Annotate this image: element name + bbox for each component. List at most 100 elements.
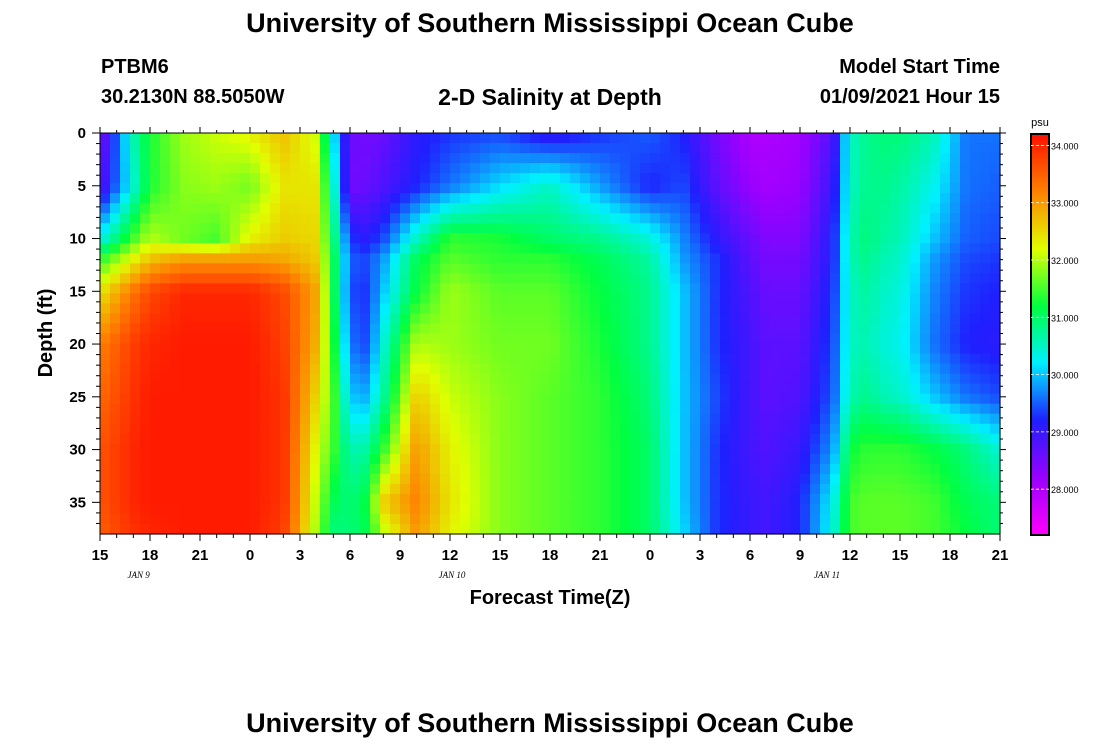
heatmap-cell xyxy=(800,383,811,395)
heatmap-cell xyxy=(180,303,191,315)
heatmap-cell xyxy=(250,493,261,505)
heatmap-cell xyxy=(300,233,311,244)
heatmap-cell xyxy=(580,433,591,445)
heatmap-cell xyxy=(560,493,571,505)
heatmap-cell xyxy=(870,483,881,495)
heatmap-cell xyxy=(630,463,641,475)
heatmap-cell xyxy=(200,353,211,365)
heatmap-cell xyxy=(860,373,871,385)
heatmap-cell xyxy=(100,253,111,264)
heatmap-cell xyxy=(980,393,991,405)
heatmap-cell xyxy=(750,463,761,475)
heatmap-cell xyxy=(370,233,381,244)
heatmap-cell xyxy=(140,213,151,224)
heatmap-cell xyxy=(260,243,271,254)
heatmap-cell xyxy=(260,383,271,395)
heatmap-cell xyxy=(340,423,351,435)
heatmap-cell xyxy=(210,183,221,194)
heatmap-cell xyxy=(990,333,1001,345)
heatmap-cell xyxy=(200,323,211,335)
heatmap-cell xyxy=(460,203,471,214)
heatmap-cell xyxy=(240,233,251,244)
heatmap-cell xyxy=(530,503,541,515)
heatmap-cell xyxy=(620,133,631,144)
heatmap-cell xyxy=(580,463,591,475)
heatmap-cell xyxy=(480,323,491,335)
heatmap-cell xyxy=(820,183,831,194)
heatmap-cell xyxy=(980,423,991,435)
heatmap-cell xyxy=(360,423,371,435)
heatmap-cell xyxy=(470,383,481,395)
heatmap-cell xyxy=(970,133,981,144)
heatmap-cell xyxy=(960,403,971,415)
heatmap-cell xyxy=(370,443,381,455)
heatmap-cell xyxy=(360,403,371,415)
heatmap-cell xyxy=(970,183,981,194)
heatmap-cell xyxy=(250,393,261,405)
heatmap-cell xyxy=(890,423,901,435)
heatmap-cell xyxy=(170,183,181,194)
heatmap-cell xyxy=(230,273,241,284)
heatmap-cell xyxy=(750,193,761,204)
heatmap-cell xyxy=(770,143,781,154)
heatmap-cell xyxy=(620,393,631,405)
heatmap-cell xyxy=(490,483,501,495)
heatmap-cell xyxy=(950,373,961,385)
heatmap-cell xyxy=(460,273,471,284)
heatmap-cell xyxy=(960,283,971,295)
heatmap-cell xyxy=(710,293,721,305)
heatmap-cell xyxy=(550,243,561,254)
heatmap-cell xyxy=(590,233,601,244)
heatmap-cell xyxy=(290,463,301,475)
heatmap-cell xyxy=(340,383,351,395)
heatmap-cell xyxy=(690,393,701,405)
heatmap-cell xyxy=(740,403,751,415)
heatmap-cell xyxy=(900,233,911,244)
heatmap-cell xyxy=(800,443,811,455)
heatmap-cell xyxy=(960,163,971,174)
heatmap-cell xyxy=(360,193,371,204)
heatmap-cell xyxy=(960,233,971,244)
heatmap-cell xyxy=(660,523,671,535)
heatmap-cell xyxy=(320,193,331,204)
heatmap-cell xyxy=(330,293,341,305)
heatmap-cell xyxy=(970,203,981,214)
heatmap-cell xyxy=(540,313,551,325)
heatmap-cell xyxy=(140,183,151,194)
heatmap-cell xyxy=(200,483,211,495)
heatmap-cell xyxy=(680,483,691,495)
heatmap-cell xyxy=(570,513,581,525)
heatmap-cell xyxy=(810,353,821,365)
heatmap-cell xyxy=(920,443,931,455)
heatmap-cell xyxy=(950,493,961,505)
heatmap-cell xyxy=(600,193,611,204)
heatmap-cell xyxy=(890,433,901,445)
heatmap-cell xyxy=(490,383,501,395)
heatmap-cell xyxy=(650,223,661,234)
heatmap-cell xyxy=(160,453,171,465)
heatmap-cell xyxy=(530,443,541,455)
heatmap-cell xyxy=(920,343,931,355)
heatmap-cell xyxy=(330,433,341,445)
heatmap-cell xyxy=(470,343,481,355)
heatmap-cell xyxy=(470,523,481,535)
heatmap-cell xyxy=(180,513,191,525)
heatmap-cell xyxy=(100,523,111,535)
heatmap-cell xyxy=(490,293,501,305)
heatmap-cell xyxy=(540,323,551,335)
heatmap-cell xyxy=(330,253,341,264)
heatmap-cell xyxy=(870,443,881,455)
heatmap-cell xyxy=(180,363,191,375)
heatmap-cell xyxy=(420,283,431,295)
heatmap-cell xyxy=(380,443,391,455)
heatmap-cell xyxy=(330,373,341,385)
heatmap-cell xyxy=(120,363,131,375)
heatmap-cell xyxy=(880,143,891,154)
heatmap-cell xyxy=(150,223,161,234)
heatmap-cell xyxy=(780,443,791,455)
heatmap-cell xyxy=(240,453,251,465)
heatmap-cell xyxy=(470,403,481,415)
heatmap-cell xyxy=(750,263,761,274)
heatmap-cell xyxy=(620,323,631,335)
heatmap-cell xyxy=(900,143,911,154)
